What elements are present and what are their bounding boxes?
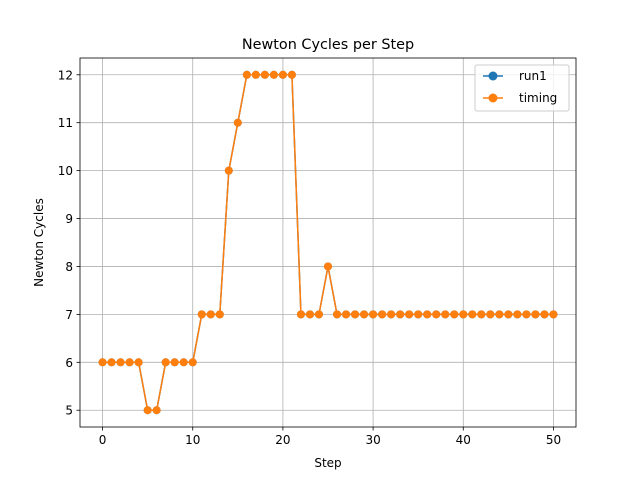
x-tick-label: 0: [99, 433, 107, 447]
data-point-timing: [441, 310, 450, 319]
y-axis-label: Newton Cycles: [32, 198, 46, 287]
x-tick-label: 20: [275, 433, 290, 447]
data-point-timing: [251, 70, 260, 79]
data-point-timing: [531, 310, 540, 319]
data-point-timing: [486, 310, 495, 319]
data-point-timing: [540, 310, 549, 319]
data-point-timing: [423, 310, 432, 319]
data-point-timing: [134, 358, 143, 367]
data-point-timing: [522, 310, 531, 319]
data-point-timing: [188, 358, 197, 367]
data-point-timing: [549, 310, 558, 319]
data-point-timing: [477, 310, 486, 319]
data-point-timing: [378, 310, 387, 319]
data-point-timing: [197, 310, 206, 319]
data-point-timing: [459, 310, 468, 319]
data-point-timing: [504, 310, 513, 319]
data-point-timing: [405, 310, 414, 319]
data-point-timing: [305, 310, 314, 319]
data-point-timing: [161, 358, 170, 367]
y-tick-label: 11: [58, 116, 73, 130]
data-point-timing: [215, 310, 224, 319]
y-tick-label: 7: [65, 308, 73, 322]
data-point-timing: [351, 310, 360, 319]
data-point-timing: [314, 310, 323, 319]
data-point-timing: [179, 358, 188, 367]
data-point-timing: [342, 310, 351, 319]
series-timing: [98, 70, 558, 415]
chart-title: Newton Cycles per Step: [242, 37, 414, 53]
x-tick-label: 50: [546, 433, 561, 447]
data-point-timing: [116, 358, 125, 367]
x-tick-label: 30: [365, 433, 380, 447]
ticks: 0 10 20 30 40 50 5 6 7 8 9 10 11 12: [58, 68, 561, 447]
series-layer: [98, 70, 558, 415]
y-tick-label: 9: [65, 212, 73, 226]
data-point-timing: [369, 310, 378, 319]
data-point-timing: [468, 310, 477, 319]
data-point-timing: [107, 358, 116, 367]
data-point-timing: [513, 310, 522, 319]
x-tick-label: 40: [456, 433, 471, 447]
data-point-timing: [414, 310, 423, 319]
data-point-timing: [242, 70, 251, 79]
y-tick-label: 8: [65, 260, 73, 274]
legend-marker-timing: [488, 93, 498, 103]
data-point-timing: [287, 70, 296, 79]
data-point-timing: [206, 310, 215, 319]
data-point-timing: [260, 70, 269, 79]
data-point-timing: [143, 406, 152, 415]
y-tick-label: 10: [58, 164, 73, 178]
data-point-timing: [98, 358, 107, 367]
legend-label-timing: timing: [519, 91, 557, 105]
data-point-timing: [278, 70, 287, 79]
data-point-timing: [333, 310, 342, 319]
data-point-timing: [170, 358, 179, 367]
data-point-timing: [224, 166, 233, 175]
x-tick-label: 10: [185, 433, 200, 447]
legend: run1 timing: [474, 64, 570, 112]
x-axis-label: Step: [314, 456, 341, 470]
data-point-timing: [360, 310, 369, 319]
y-tick-label: 12: [58, 68, 73, 82]
data-point-timing: [296, 310, 305, 319]
plot-area-frame: [79, 57, 577, 428]
legend-marker-run1: [488, 71, 498, 81]
y-tick-label: 6: [65, 356, 73, 370]
data-point-timing: [125, 358, 134, 367]
data-point-timing: [233, 118, 242, 127]
data-point-timing: [432, 310, 441, 319]
y-tick-label: 5: [65, 404, 73, 418]
data-point-timing: [269, 70, 278, 79]
data-point-timing: [450, 310, 459, 319]
data-point-timing: [495, 310, 504, 319]
data-point-timing: [396, 310, 405, 319]
data-point-timing: [152, 406, 161, 415]
data-point-timing: [324, 262, 332, 271]
legend-label-run1: run1: [519, 69, 547, 83]
data-point-timing: [387, 310, 396, 319]
